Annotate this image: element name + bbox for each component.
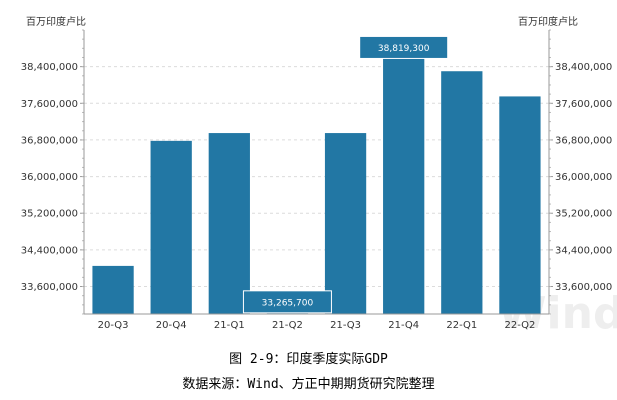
x-tick-label: 20-Q3: [98, 320, 129, 331]
x-tick-label: 21-Q3: [330, 320, 361, 331]
x-tick-label: 21-Q1: [214, 320, 245, 331]
x-tick-label: 22-Q1: [446, 320, 477, 331]
figure-caption: 图 2-9：印度季度实际GDP: [229, 352, 388, 367]
bar: [383, 47, 425, 315]
y-tick-label-left: 33,600,000: [21, 282, 78, 293]
y-tick-label-left: 37,600,000: [21, 99, 78, 110]
data-label: 38,819,300: [378, 44, 430, 54]
x-tick-label: 21-Q4: [388, 320, 419, 331]
x-tick-label: 22-Q2: [504, 320, 535, 331]
data-label-box: [359, 35, 449, 59]
bar: [92, 265, 134, 314]
y-tick-label-left: 36,000,000: [21, 172, 78, 183]
y-tick-label-right: 37,600,000: [555, 99, 612, 110]
bar: [441, 71, 483, 315]
y-tick-label-right: 33,600,000: [555, 282, 612, 293]
y-tick-label-right: 35,200,000: [555, 209, 612, 220]
bar: [208, 133, 250, 314]
y-tick-label-right: 34,400,000: [555, 245, 612, 256]
y-axis-unit-right: 百万印度卢比: [518, 17, 578, 28]
data-label: 33,265,700: [262, 298, 314, 308]
y-tick-label-right: 36,800,000: [555, 135, 612, 146]
y-tick-label-left: 36,800,000: [21, 135, 78, 146]
bar: [150, 140, 192, 314]
y-tick-label-right: 36,000,000: [555, 172, 612, 183]
bar: [324, 133, 367, 314]
source-note: 数据来源：Wind、方正中期期货研究院整理: [182, 377, 435, 392]
y-tick-label-right: 38,400,000: [555, 62, 612, 73]
data-label-box: [242, 290, 332, 314]
x-tick-label: 20-Q4: [156, 320, 187, 331]
y-tick-label-left: 38,400,000: [21, 62, 78, 73]
x-tick-label: 21-Q2: [272, 320, 303, 331]
y-tick-label-left: 35,200,000: [21, 209, 78, 220]
y-tick-label-left: 34,400,000: [21, 245, 78, 256]
y-axis-unit-left: 百万印度卢比: [26, 17, 86, 28]
bar: [499, 96, 541, 314]
